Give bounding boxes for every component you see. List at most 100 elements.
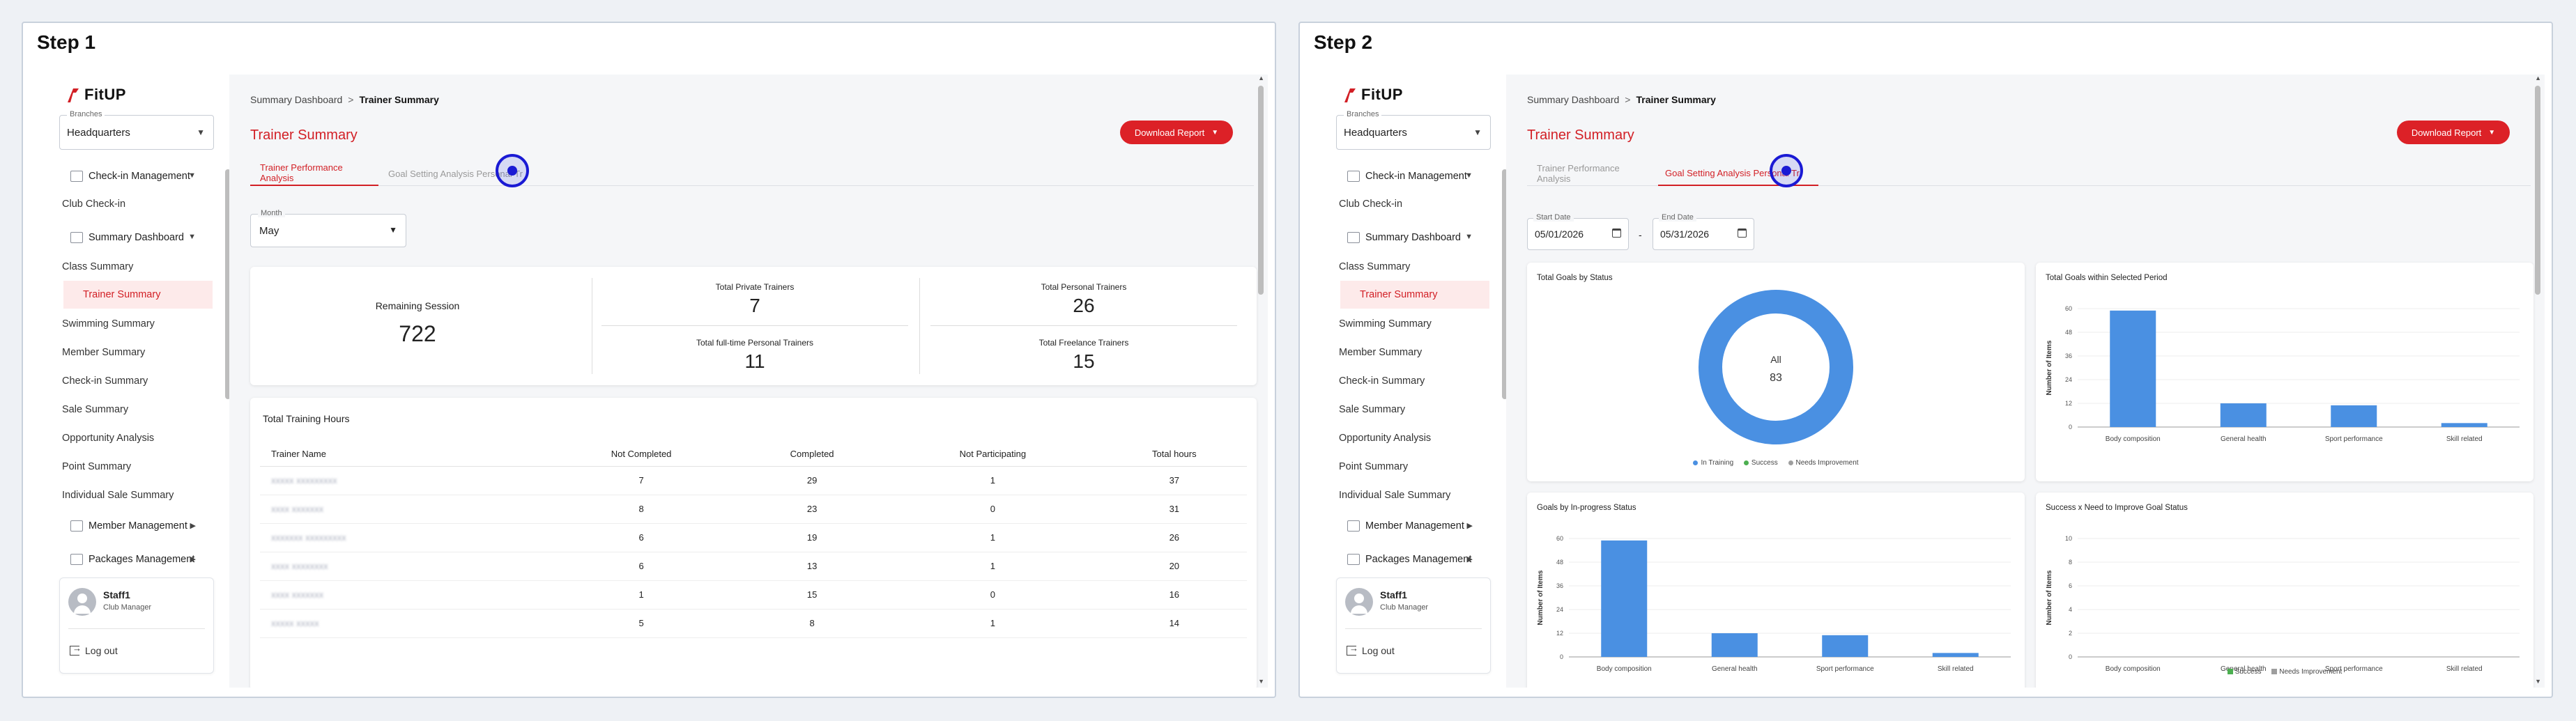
- start-date-label: Start Date: [1533, 213, 1574, 222]
- fulltime-trainers-stat: Total full-time Personal Trainers 11: [601, 338, 908, 373]
- sidebar-item-sale-summary[interactable]: Sale Summary: [43, 396, 213, 424]
- branch-select[interactable]: Branches Headquarters ▼: [59, 110, 214, 150]
- bar[interactable]: [1822, 635, 1869, 657]
- tab-label: Trainer Performance Analysis: [1537, 163, 1620, 184]
- sidebar-item-member-management[interactable]: Member Management ▶: [1319, 512, 1489, 540]
- y-tick-label: 0: [2069, 424, 2072, 431]
- scroll-down-icon[interactable]: ▼: [2535, 678, 2541, 685]
- sidebar-item-point-summary[interactable]: Point Summary: [1319, 453, 1489, 481]
- sidebar-item-trainer-summary[interactable]: Trainer Summary: [1340, 281, 1489, 309]
- click-marker: [1770, 154, 1803, 187]
- button-label: Download Report: [1134, 127, 1205, 138]
- bar[interactable]: [2441, 423, 2487, 427]
- sidebar-item-class-summary[interactable]: Class Summary: [1319, 253, 1489, 281]
- sidebar-item-swimming-summary[interactable]: Swimming Summary: [43, 310, 213, 338]
- donut-slice-in-training[interactable]: [1699, 290, 1853, 444]
- table-cell: 37: [1101, 466, 1247, 495]
- sidebar-item-member-management[interactable]: Member Management ▶: [43, 512, 213, 540]
- sidebar-item-club-checkin[interactable]: Club Check-in: [1319, 190, 1489, 218]
- bar[interactable]: [2331, 405, 2377, 427]
- x-tick-label: General health: [2221, 435, 2267, 443]
- logout-icon: [70, 643, 82, 656]
- sidebar-item-packages-management[interactable]: Packages Management ▶: [1319, 545, 1489, 569]
- chart-title: Goals by In-progress Status: [1537, 504, 1636, 512]
- sidebar-item-opportunity-analysis[interactable]: Opportunity Analysis: [43, 424, 213, 452]
- profile-card: Staff1 Club Manager Log out: [59, 577, 214, 674]
- sidebar-item-checkin-summary[interactable]: Check-in Summary: [1319, 367, 1489, 395]
- main-scrollbar[interactable]: [1258, 86, 1264, 295]
- logout-label: Log out: [1362, 645, 1395, 656]
- sidebar-item-member-summary[interactable]: Member Summary: [43, 339, 213, 366]
- tab-label: Goal Setting Analysis Personal Tr: [388, 168, 523, 179]
- download-report-button[interactable]: Download Report ▼: [2397, 121, 2510, 144]
- caret-right-icon: ▶: [1466, 555, 1473, 564]
- download-report-button[interactable]: Download Report ▼: [1120, 121, 1233, 144]
- sidebar-item-swimming-summary[interactable]: Swimming Summary: [1319, 310, 1489, 338]
- bar[interactable]: [1601, 540, 1648, 657]
- sidebar-item-summary-dashboard[interactable]: Summary Dashboard ▼: [1319, 224, 1489, 251]
- sidebar-scrollbar[interactable]: [1502, 169, 1508, 399]
- tab-goal-setting[interactable]: Goal Setting Analysis Personal Tr: [1658, 161, 1818, 186]
- logout-button[interactable]: Log out: [70, 643, 118, 656]
- scroll-up-icon[interactable]: ▲: [1258, 75, 1264, 82]
- sidebar-item-checkin-management[interactable]: Check-in Management ▼: [43, 162, 213, 190]
- y-tick-label: 24: [1556, 606, 1563, 613]
- scroll-up-icon[interactable]: ▲: [2535, 75, 2541, 82]
- tab-label: Trainer Performance Analysis: [260, 162, 343, 183]
- chevron-down-icon: ▼: [389, 225, 397, 235]
- y-axis-label: Number of Items: [2046, 570, 2053, 625]
- sidebar-item-summary-dashboard[interactable]: Summary Dashboard ▼: [43, 224, 213, 251]
- branch-select[interactable]: Branches Headquarters ▼: [1336, 110, 1491, 150]
- sidebar-item-trainer-summary[interactable]: Trainer Summary: [63, 281, 213, 309]
- sidebar-item-opportunity-analysis[interactable]: Opportunity Analysis: [1319, 424, 1489, 452]
- calendar-icon[interactable]: [1612, 228, 1621, 238]
- tab-trainer-performance[interactable]: Trainer Performance Analysis: [250, 161, 378, 186]
- breadcrumb-parent[interactable]: Summary Dashboard: [250, 94, 343, 105]
- sidebar-item-label: Individual Sale Summary: [1339, 490, 1451, 501]
- table-cell: 14: [1101, 609, 1247, 638]
- bar[interactable]: [2220, 403, 2267, 427]
- table-cell: 8: [542, 495, 741, 524]
- logout-button[interactable]: Log out: [1347, 643, 1395, 656]
- sidebar-item-checkin-management[interactable]: Check-in Management ▼: [1319, 162, 1489, 190]
- branch-label: Branches: [1344, 110, 1382, 118]
- sidebar-item-point-summary[interactable]: Point Summary: [43, 453, 213, 481]
- sidebar-item-label: Opportunity Analysis: [1339, 433, 1432, 444]
- bar[interactable]: [1932, 653, 1979, 657]
- calendar-icon[interactable]: [1738, 228, 1747, 238]
- goals-in-progress-card: Goals by In-progress Status Number of It…: [1527, 493, 2025, 688]
- remaining-session-stat: Remaining Session 722: [250, 267, 585, 385]
- y-tick-label: 48: [2065, 329, 2072, 336]
- main-scrollbar[interactable]: [2535, 86, 2540, 295]
- sidebar-item-packages-management[interactable]: Packages Management ▶: [43, 545, 213, 569]
- start-date-field[interactable]: Start Date 05/01/2026: [1527, 213, 1629, 250]
- step-1-panel: Step 1 FitUP Branches Headquarters ▼ Che…: [22, 22, 1276, 698]
- legend-item[interactable]: Needs Improvement: [1788, 459, 1859, 467]
- sidebar-item-sale-summary[interactable]: Sale Summary: [1319, 396, 1489, 424]
- bar[interactable]: [1711, 633, 1758, 657]
- sidebar-item-club-checkin[interactable]: Club Check-in: [43, 190, 213, 218]
- sidebar-item-member-summary[interactable]: Member Summary: [1319, 339, 1489, 366]
- y-tick-label: 2: [2069, 630, 2072, 637]
- sidebar-item-individual-sale-summary[interactable]: Individual Sale Summary: [1319, 481, 1489, 509]
- x-tick-label: General health: [1712, 665, 1758, 673]
- sidebar-item-individual-sale-summary[interactable]: Individual Sale Summary: [43, 481, 213, 509]
- sidebar-item-class-summary[interactable]: Class Summary: [43, 253, 213, 281]
- sidebar-item-checkin-summary[interactable]: Check-in Summary: [43, 367, 213, 395]
- private-trainers-stat: Total Private Trainers 7: [601, 282, 908, 317]
- end-date-field[interactable]: End Date 05/31/2026: [1653, 213, 1754, 250]
- card-title: Total Training Hours: [263, 413, 350, 424]
- trainer-name: xxxx xxxxxxx: [271, 589, 324, 600]
- breadcrumb-parent[interactable]: Summary Dashboard: [1527, 94, 1620, 105]
- month-select[interactable]: Month May ▼: [250, 209, 406, 247]
- scroll-down-icon[interactable]: ▼: [1258, 678, 1264, 685]
- legend-item[interactable]: Success: [1743, 459, 1778, 467]
- sidebar-scrollbar[interactable]: [225, 169, 231, 399]
- tab-goal-setting[interactable]: Goal Setting Analysis Personal Tr: [388, 161, 542, 186]
- table-cell: 1: [884, 466, 1102, 495]
- legend-item[interactable]: Needs Improvement: [2271, 668, 2342, 676]
- bar[interactable]: [2110, 310, 2156, 427]
- tab-trainer-performance[interactable]: Trainer Performance Analysis: [1527, 161, 1655, 186]
- legend-item[interactable]: In Training: [1693, 459, 1733, 467]
- legend-item[interactable]: Success: [2227, 668, 2261, 676]
